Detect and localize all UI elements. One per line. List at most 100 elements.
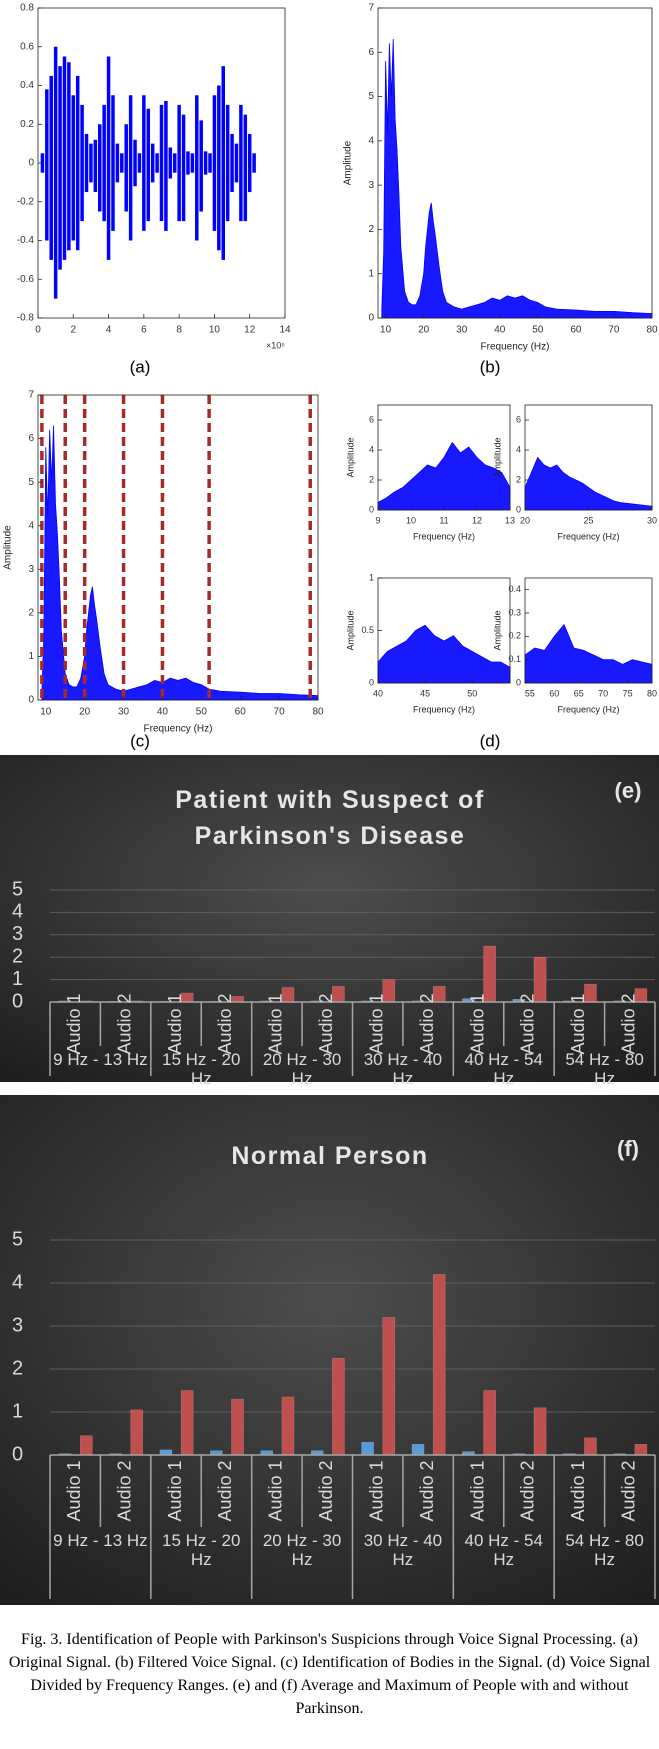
x-tick-label: Audio 2 [619, 993, 639, 1054]
x-tick-label: Audio 1 [467, 1460, 487, 1521]
y-axis-label: Amplitude [492, 610, 502, 650]
x-tick-label: Audio 1 [568, 993, 588, 1054]
x-exponent: ×10⁵ [266, 340, 285, 350]
group-label: 20 Hz - 30 Hz [262, 1050, 342, 1088]
y-tick-label: 7 [368, 3, 374, 14]
y-tick-label: 0.6 [20, 41, 34, 52]
x-tick-label: 0 [35, 325, 41, 336]
y-tick-label: -0.4 [17, 235, 35, 246]
panel-label: (e) [615, 778, 642, 803]
y-tick-label: 0 [12, 1443, 23, 1465]
x-tick-label: Audio 1 [165, 993, 185, 1054]
x-tick-label: 50 [467, 688, 477, 698]
y-tick-label: 6 [368, 47, 374, 58]
y-tick-label: 2 [369, 474, 374, 484]
x-tick-label: 80 [312, 707, 324, 718]
y-tick-label: 0.1 [508, 654, 521, 664]
y-tick-label: 5 [12, 878, 23, 900]
spectrum-area [524, 456, 653, 511]
x-tick-label: 80 [647, 688, 657, 698]
y-tick-label: 0.8 [20, 3, 34, 14]
plot-area [378, 8, 652, 318]
y-tick-label: 3 [28, 564, 34, 575]
group-label: 15 Hz - 20 Hz [162, 1531, 241, 1569]
figure: 0 2 4 6 8 10 12 14-0.8-0.6-0.4-0.200.20.40.60.8… [0, 3, 659, 1605]
x-axis-label: Frequency (Hz) [144, 724, 213, 735]
x-tick-label: 50 [532, 325, 544, 336]
x-tick-label: 40 [157, 707, 169, 718]
y-tick-label: 0.3 [508, 607, 521, 617]
x-tick-label: 13 [505, 515, 515, 525]
x-tick-label: Audio 1 [266, 1460, 286, 1521]
bar [159, 1449, 173, 1456]
group-label: 54 Hz - 80 Hz [565, 1050, 644, 1088]
x-tick-label: 40 [373, 688, 383, 698]
bar [332, 1358, 345, 1456]
x-tick-label: Audio 2 [215, 1460, 235, 1521]
x-axis-label: Frequency (Hz) [413, 531, 475, 541]
spectrum-area [41, 425, 319, 701]
x-tick-label: 11 [439, 515, 448, 525]
y-tick-label: 0.2 [508, 631, 521, 641]
x-axis-label: Frequency (Hz) [413, 704, 475, 714]
y-tick-label: -0.6 [17, 274, 35, 285]
y-tick-label: 2 [368, 224, 374, 235]
y-tick-label: -0.2 [17, 196, 35, 207]
panel-label: (a) [130, 357, 151, 376]
x-tick-label: Audio 1 [366, 1460, 386, 1521]
x-tick-label: 55 [525, 688, 535, 698]
y-tick-label: -0.8 [17, 313, 35, 324]
y-tick-label: 2 [12, 945, 23, 967]
y-tick-label: 5 [368, 91, 374, 102]
x-tick-label: Audio 2 [114, 1460, 134, 1521]
y-tick-label: 4 [12, 901, 23, 923]
bar [634, 1444, 648, 1456]
y-tick-label: 0.2 [20, 119, 34, 130]
x-tick-label: 70 [598, 688, 608, 698]
group-label: 54 Hz - 80 Hz [565, 1531, 644, 1569]
chart-background [0, 755, 659, 1082]
x-tick-label: 14 [279, 325, 291, 336]
group-label: 9 Hz - 13 Hz [53, 1050, 148, 1069]
y-tick-label: 0 [28, 695, 34, 706]
bar [483, 1390, 496, 1456]
bar [411, 1444, 425, 1456]
x-tick-label: Audio 2 [316, 993, 336, 1054]
y-tick-label: 1 [368, 268, 374, 279]
y-tick-label: 6 [516, 414, 521, 424]
y-tick-label: 0.5 [361, 625, 374, 635]
group-label: 40 Hz - 54 Hz [464, 1531, 543, 1569]
x-tick-label: 10 [40, 707, 52, 718]
group-label: 30 Hz - 40 Hz [363, 1050, 443, 1088]
y-tick-label: 2 [12, 1357, 23, 1379]
bar [180, 1390, 194, 1456]
x-tick-label: 8 [176, 325, 182, 336]
y-tick-label: 5 [28, 477, 34, 488]
bar [231, 1398, 244, 1456]
group-label: 15 Hz - 20 Hz [162, 1050, 241, 1088]
x-tick-label: 60 [549, 688, 559, 698]
y-axis-label: Amplitude [343, 140, 354, 185]
y-tick-label: 1 [12, 1400, 23, 1422]
x-tick-label: 6 [141, 325, 147, 336]
x-tick-label: 2 [71, 325, 77, 336]
x-axis-label: Frequency (Hz) [557, 531, 619, 541]
y-tick-label: 5 [12, 1228, 23, 1250]
spectrum-area [381, 38, 653, 319]
x-tick-label: 30 [647, 515, 657, 525]
axes-frame [377, 7, 653, 319]
x-tick-label: Audio 2 [518, 993, 538, 1054]
x-tick-label: 50 [196, 707, 208, 718]
chart-background [0, 1095, 659, 1605]
panel-label: (c) [130, 731, 150, 750]
y-tick-label: 6 [369, 414, 374, 424]
x-tick-label: Audio 1 [64, 993, 84, 1054]
x-tick-label: 30 [118, 707, 130, 718]
spectrum-area [524, 623, 653, 684]
y-tick-label: 0 [368, 313, 374, 324]
chart-title: Patient with Suspect of Parkinson's Dise… [175, 786, 485, 850]
y-tick-label: 0 [369, 504, 374, 514]
x-tick-label: Audio 1 [467, 993, 487, 1054]
panel-label: (d) [480, 731, 501, 750]
bar [130, 1409, 144, 1456]
